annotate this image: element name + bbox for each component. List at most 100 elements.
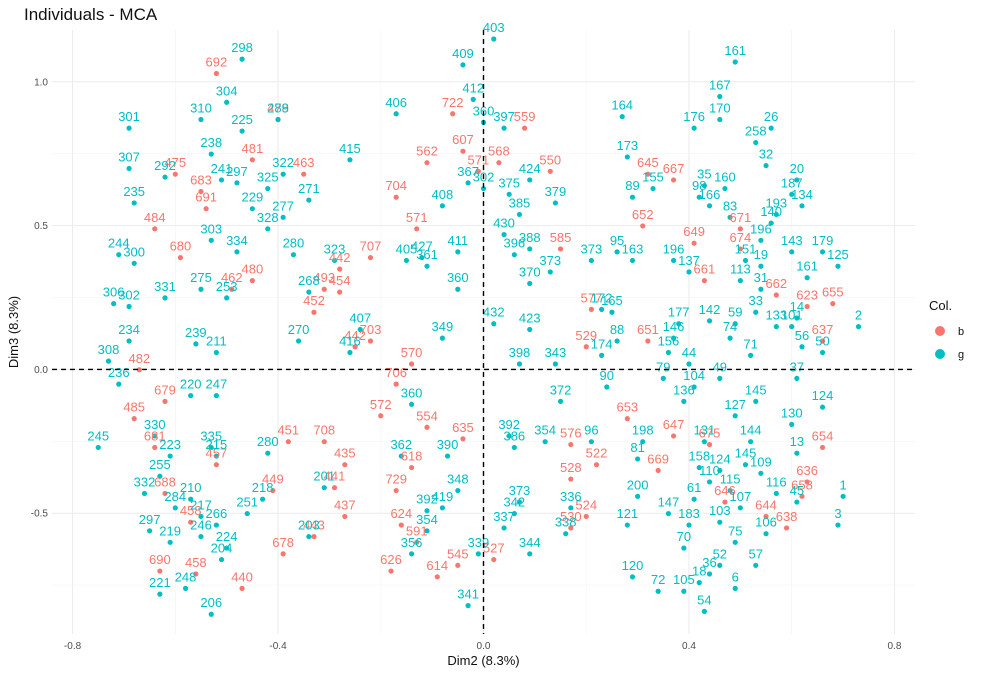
point-label-g: 115 (720, 472, 741, 487)
point-label-g: 289 (267, 101, 289, 116)
point-label-g: 356 (401, 535, 423, 550)
point-b (337, 289, 343, 295)
point-g (635, 456, 641, 462)
point-b (157, 568, 163, 574)
point-label-b: 655 (822, 285, 844, 300)
point-label-b: 675 (699, 426, 721, 441)
point-label-b: 529 (575, 328, 597, 343)
point-g (758, 237, 764, 243)
point-g (789, 421, 795, 428)
point-b (172, 171, 178, 177)
x-axis-title: Dim2 (8.3%) (447, 653, 519, 668)
point-b (249, 157, 255, 163)
point-label-g: 332 (134, 474, 156, 489)
point-label-b: 638 (776, 509, 798, 524)
point-label-g: 6 (732, 569, 739, 584)
point-g (706, 571, 713, 577)
point-b (188, 519, 194, 525)
point-label-g: 113 (730, 262, 751, 277)
point-label-g: 121 (616, 506, 638, 521)
point-g (347, 157, 353, 163)
point-label-g: 430 (493, 216, 515, 231)
point-label-b: 545 (447, 546, 469, 561)
point-label-b: 691 (195, 190, 217, 205)
point-g (511, 444, 517, 451)
point-label-g: 338 (555, 515, 577, 530)
point-g (599, 306, 605, 312)
point-label-g: 223 (159, 437, 181, 452)
point-label-g: 145 (745, 382, 767, 397)
point-label-g: 292 (154, 158, 176, 173)
point-label-b: 457 (206, 446, 228, 461)
point-b (162, 398, 168, 404)
x-tick-label: -0.8 (64, 641, 82, 652)
point-label-g: 301 (118, 109, 140, 124)
point-label-g: 397 (493, 109, 515, 124)
point-label-g: 335 (200, 428, 222, 443)
point-g (198, 533, 204, 540)
point-label-b: 708 (313, 423, 335, 438)
point-b (655, 467, 661, 474)
point-label-b: 661 (694, 262, 716, 277)
point-g (239, 56, 245, 62)
point-b (568, 525, 574, 531)
point-label-b: 482 (128, 351, 150, 366)
point-b (773, 292, 779, 298)
point-g (527, 280, 533, 287)
point-g (753, 139, 759, 146)
point-g (557, 398, 564, 404)
point-g (218, 177, 225, 183)
point-label-g: 50 (815, 334, 829, 349)
point-label-g: 57 (749, 546, 763, 561)
point-g (306, 533, 312, 540)
point-b (152, 226, 158, 232)
point-label-g: 362 (390, 437, 412, 452)
point-label-g: 405 (396, 241, 418, 256)
point-b (270, 487, 276, 494)
point-g (224, 99, 230, 105)
point-label-g: 196 (750, 221, 772, 236)
point-g (321, 485, 327, 491)
point-b (475, 168, 481, 174)
point-label-b: 662 (765, 276, 787, 291)
point-b (583, 344, 589, 350)
point-label-g: 106 (755, 515, 777, 530)
point-label-g: 81 (630, 440, 644, 455)
point-label-g: 151 (735, 241, 757, 256)
point-label-b: 651 (637, 322, 659, 337)
point-g (182, 585, 189, 591)
point-label-g: 339 (468, 535, 490, 550)
point-b (424, 424, 430, 430)
point-b (819, 444, 826, 451)
point-label-b: 554 (416, 408, 438, 423)
point-label-b: 678 (272, 535, 294, 550)
point-label-g: 330 (144, 417, 166, 432)
point-label-g: 370 (519, 264, 541, 279)
point-label-b: 729 (385, 472, 407, 487)
point-b (593, 462, 600, 468)
point-g (475, 551, 481, 557)
point-label-b: 443 (303, 518, 325, 533)
point-label-g: 349 (432, 319, 454, 334)
point-label-b: 658 (791, 477, 813, 492)
point-g (491, 36, 497, 42)
point-label-b: 485 (123, 400, 145, 415)
point-g (742, 257, 749, 264)
point-g (167, 539, 173, 545)
point-label-g: 310 (190, 101, 212, 116)
point-g (686, 361, 692, 367)
point-label-g: 416 (339, 334, 361, 349)
point-label-g: 224 (216, 529, 238, 544)
point-label-g: 337 (493, 509, 515, 524)
point-label-g: 61 (687, 480, 701, 495)
point-label-b: 654 (812, 428, 834, 443)
point-label-g: 71 (743, 336, 757, 351)
point-label-g: 297 (226, 164, 248, 179)
point-g (629, 194, 636, 200)
point-label-b: 480 (241, 262, 263, 277)
point-b (583, 513, 589, 520)
point-g (470, 96, 476, 102)
point-g (635, 493, 641, 499)
point-g (794, 450, 800, 456)
point-g (455, 286, 461, 292)
